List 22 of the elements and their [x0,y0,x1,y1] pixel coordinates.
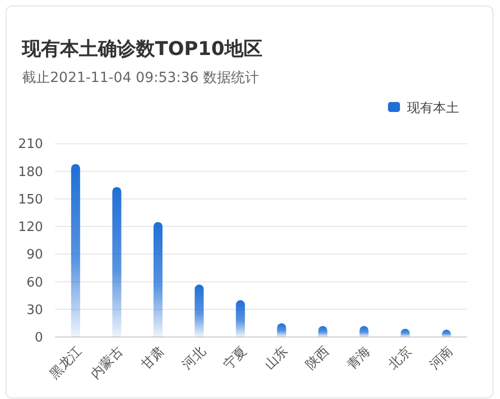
chart-title: 现有本土确诊数TOP10地区 [21,38,262,60]
x-tick-label: 宁夏 [220,343,250,374]
y-tick-label: 120 [18,220,43,236]
y-tick-label: 0 [34,330,43,346]
x-tick-label: 内蒙古 [88,344,126,382]
x-tick-label: 甘肃 [138,344,168,374]
y-tick-label: 180 [18,164,43,180]
x-tick-label: 山东 [262,344,292,374]
x-tick-label: 陕西 [303,344,332,374]
legend: 现有本土 [388,101,459,116]
y-tick-label: 60 [26,275,43,290]
y-tick-label: 210 [18,137,43,152]
legend-label: 现有本土 [407,101,459,116]
chart-subtitle: 截止2021-11-04 09:53:36 数据统计 [22,70,260,86]
x-tick-label: 黑龙江 [47,344,86,382]
x-tick-label: 河北 [180,344,209,374]
x-tick-label: 青海 [344,344,374,374]
y-tick-label: 150 [18,192,43,208]
x-tick-label: 河南 [427,344,456,374]
y-tick-label: 90 [26,248,43,263]
y-tick-label: 30 [26,302,43,318]
x-tick-label: 北京 [386,344,415,374]
